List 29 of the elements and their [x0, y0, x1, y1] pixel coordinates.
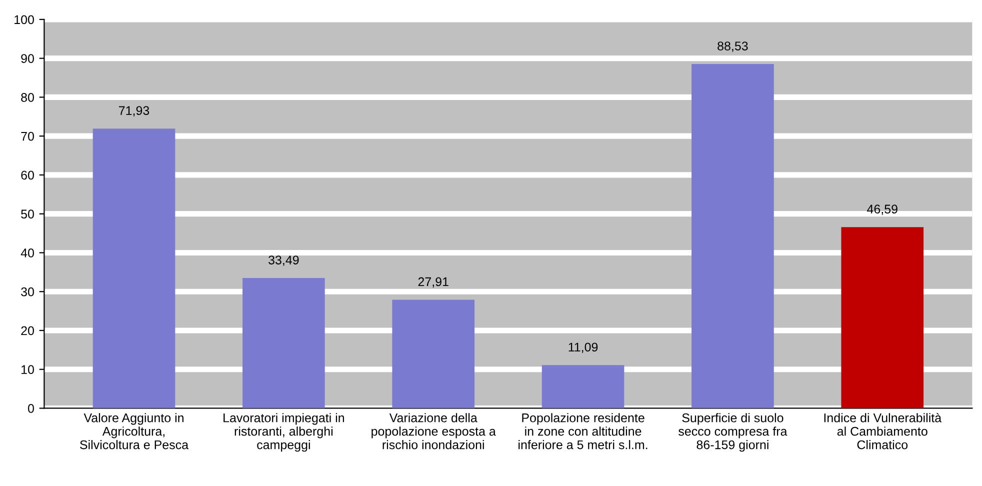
y-tick-label: 90: [21, 54, 34, 63]
data-label: 46,59: [867, 204, 898, 215]
y-tick-label: 20: [21, 326, 34, 336]
x-tick-label: Lavoratori impiegati in ristoranti, alberghi campeggi: [224, 413, 344, 452]
y-tick-label: 10: [22, 365, 34, 374]
bar: [92, 128, 176, 408]
x-tick-label: Popolazione residente in zone con altitudine inferiore a 5 metri s.l.m.: [518, 413, 648, 450]
bar: [692, 64, 774, 408]
y-tick-label: 60: [21, 170, 34, 180]
data-label: 71,93: [118, 106, 150, 116]
data-label: 33,49: [268, 256, 299, 266]
data-label: 88,53: [718, 42, 748, 52]
y-tick-label: 50: [21, 210, 34, 218]
bar: [392, 300, 475, 408]
bar: [542, 365, 624, 408]
bar: [841, 227, 924, 408]
y-tick-label: 70: [21, 132, 34, 141]
y-tick-label: 0: [28, 404, 34, 413]
x-tick-label: Valore Aggiunto in Agricoltura, Silvicoltura e Pesca: [80, 413, 189, 450]
x-tick-label: Variazione della popolazione esposta a rischio inondazioni: [372, 413, 496, 450]
data-label: 11,09: [568, 342, 598, 354]
y-tick-label: 40: [20, 248, 34, 258]
x-tick-label: Indice di Vulnerabilità al Cambiamento Climatico: [824, 412, 942, 450]
x-tick-label: Superficie di suolo secco compresa fra 86-159 giorni: [678, 413, 788, 452]
y-tick-label: 100: [14, 15, 34, 24]
y-tick-label: 30: [21, 287, 34, 296]
data-label: 27,91: [418, 277, 448, 288]
bar: [242, 278, 325, 408]
y-tick-label: 80: [21, 93, 34, 102]
